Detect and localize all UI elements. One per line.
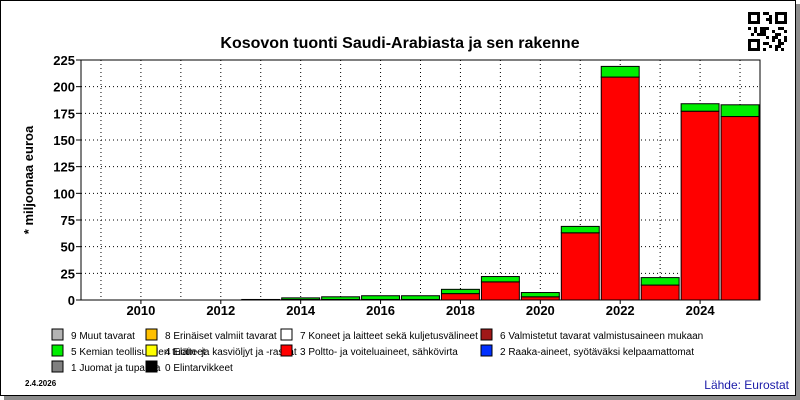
bar-segment	[440, 288, 480, 295]
bar-segment	[560, 225, 600, 234]
y-tick-label: 100	[53, 186, 75, 201]
legend-swatch	[145, 360, 158, 373]
x-tick-label: 2024	[686, 303, 716, 318]
bar-segment	[560, 232, 600, 301]
bar-segment	[720, 104, 760, 118]
x-tick-label: 2014	[286, 303, 316, 318]
bar-segment	[440, 293, 480, 301]
legend-swatch	[145, 328, 158, 341]
bars	[241, 65, 760, 301]
legend-label: 4 Eläin- ja kasviöljyt ja -rasvat	[165, 347, 297, 358]
y-tick-label: 225	[53, 53, 75, 68]
legend-label: 1 Juomat ja tupakka	[71, 363, 161, 374]
bar-segment	[401, 295, 440, 300]
bar-segment	[600, 65, 640, 78]
legend-swatch	[280, 344, 293, 357]
bar-segment	[281, 297, 321, 300]
x-axis-ticks: 2010 2012 2014 2016 2018 2020 2022 2024	[126, 300, 715, 318]
legend-swatch	[51, 328, 64, 341]
bar-segment	[361, 295, 401, 300]
bar-segment	[640, 277, 680, 286]
x-tick-label: 2020	[526, 303, 555, 318]
legend-label: 9 Muut tavarat	[71, 331, 135, 342]
x-tick-label: 2012	[206, 303, 235, 318]
legend-swatch	[51, 344, 64, 357]
legend-label: 8 Erinäiset valmiit tavarat	[165, 331, 277, 342]
bar-segment	[680, 110, 720, 301]
legend-label: 3 Poltto- ja voiteluaineet, sähkövirta	[300, 347, 458, 358]
y-axis-label: * miljoonaa euroa	[21, 125, 36, 234]
legend-label: 2 Raaka-aineet, syötäväksi kelpaamattoma…	[500, 347, 694, 358]
x-tick-label: 2018	[446, 303, 475, 318]
bar-segment	[720, 116, 760, 301]
legend-swatch	[280, 328, 293, 341]
bar-segment	[600, 76, 640, 301]
y-tick-label: 50	[61, 240, 75, 255]
y-axis-ticks: 0 25 50 75 100 125 150 175 200 225	[53, 53, 81, 308]
chart-title: Kosovon tuonti Saudi-Arabiasta ja sen ra…	[220, 35, 579, 52]
y-tick-label: 175	[53, 106, 75, 121]
legend-label: 0 Elintarvikkeet	[165, 363, 233, 374]
legend-swatch	[480, 344, 493, 357]
y-tick-label: 0	[68, 293, 75, 308]
source-label: Lähde: Eurostat	[704, 378, 789, 392]
x-tick-label: 2010	[126, 303, 155, 318]
legend-label: 7 Koneet ja laitteet sekä kuljetusväline…	[300, 331, 478, 342]
qr-code-icon	[748, 12, 787, 51]
legend-swatch	[145, 344, 158, 357]
bar-segment	[520, 292, 560, 298]
bar-segment	[241, 298, 281, 301]
bar-segment	[480, 281, 520, 301]
y-tick-label: 150	[53, 133, 75, 148]
bar-segment	[321, 296, 361, 300]
x-tick-label: 2016	[366, 303, 395, 318]
date-stamp: 2.4.2026	[25, 379, 57, 388]
bar-segment	[480, 276, 520, 283]
y-tick-label: 200	[53, 80, 75, 95]
y-tick-label: 75	[61, 213, 75, 228]
bar-segment	[640, 284, 680, 301]
legend-label: 6 Valmistetut tavarat valmistusaineen mu…	[500, 331, 703, 342]
legend-swatch	[51, 360, 64, 373]
legend-swatch	[480, 328, 493, 341]
x-tick-label: 2022	[606, 303, 635, 318]
legend: 9 Muut tavarat 8 Erinäiset valmiit tavara…	[51, 328, 703, 374]
bar-segment	[680, 103, 720, 112]
y-tick-label: 25	[61, 266, 75, 281]
y-tick-label: 125	[53, 160, 75, 175]
legend-label: 5 Kemian teollisuuden tuotteet	[71, 347, 206, 358]
